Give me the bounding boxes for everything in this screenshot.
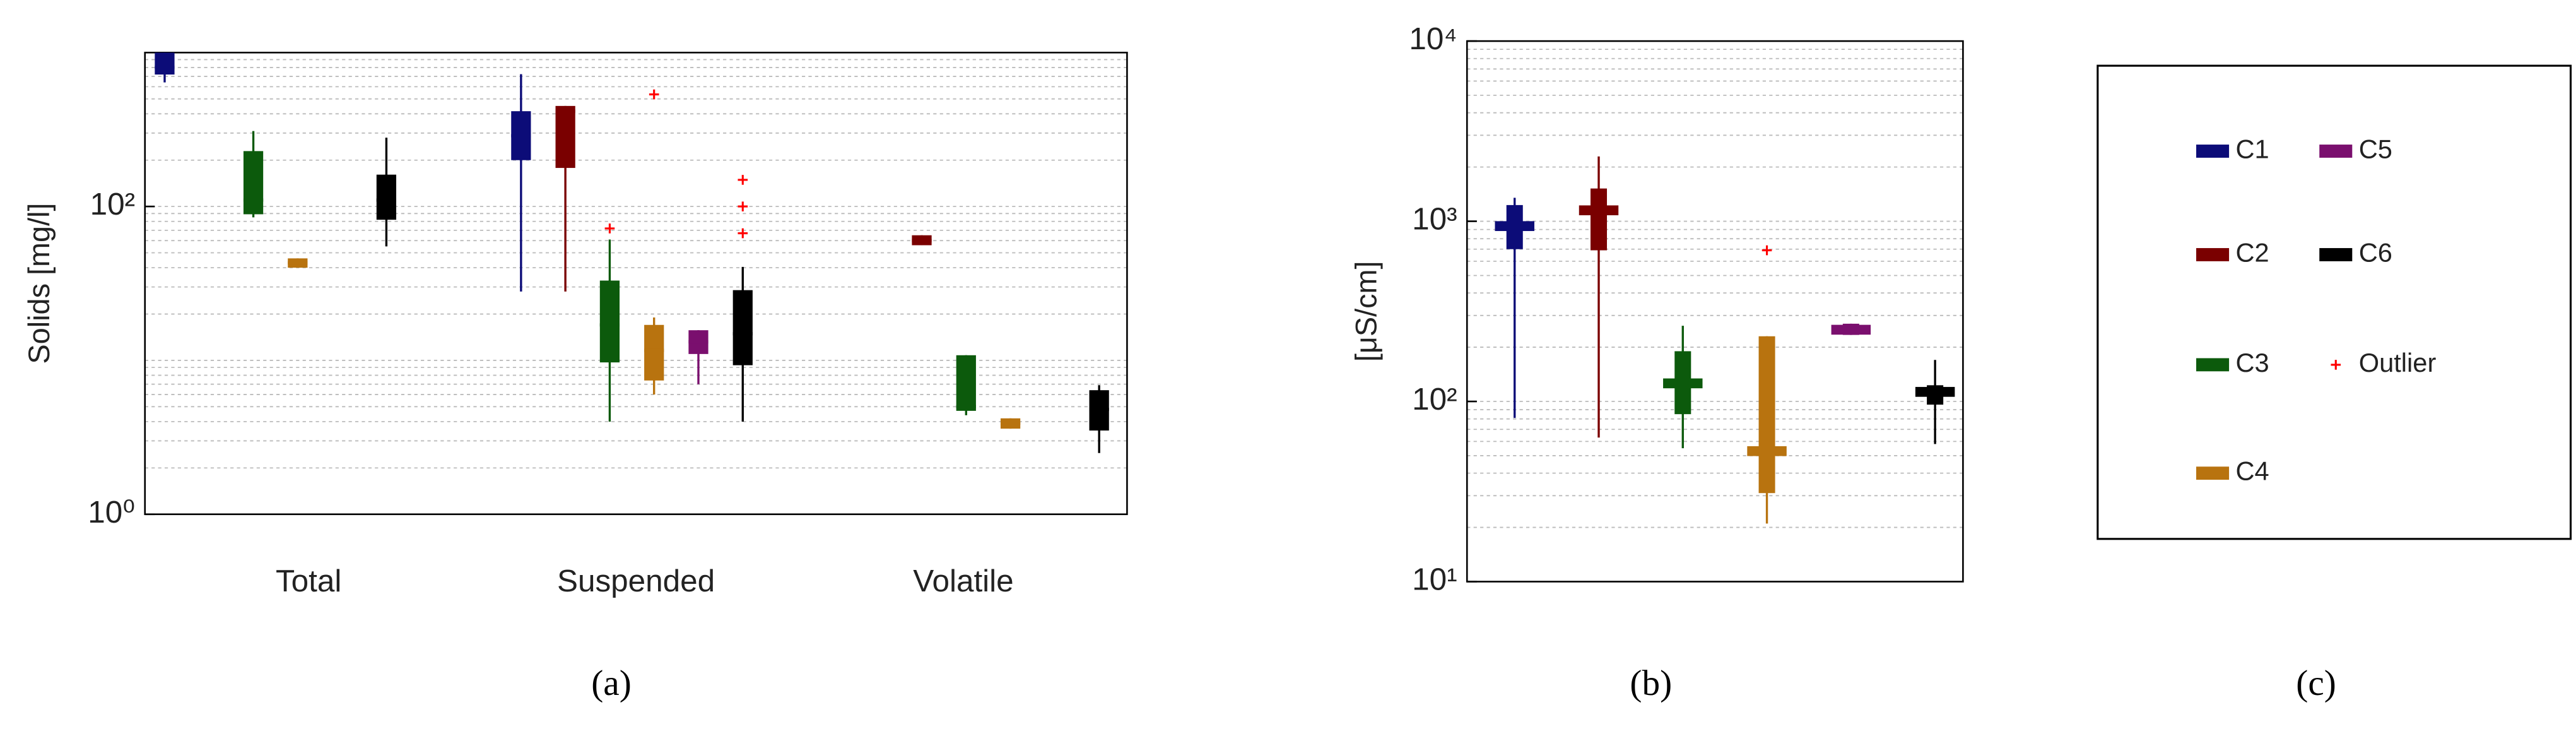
legend-label: C4 [2235, 456, 2269, 486]
legend-swatch [2196, 358, 2230, 372]
median [243, 198, 264, 202]
median [288, 261, 308, 265]
legend-label: C6 [2359, 237, 2392, 267]
median [1579, 205, 1619, 216]
box [732, 290, 753, 365]
legend-label: C2 [2235, 237, 2269, 267]
box [155, 52, 175, 75]
legend-swatch [2196, 248, 2230, 261]
median [732, 332, 753, 336]
median [1915, 387, 1955, 397]
y-tick-label: 10⁰ [88, 495, 135, 530]
median [644, 348, 664, 352]
caption: (c) [2296, 663, 2336, 703]
legend-swatch [2196, 466, 2230, 480]
legend-swatch [2319, 145, 2353, 158]
median [555, 109, 575, 113]
box [1758, 336, 1775, 494]
box [956, 355, 976, 411]
median [599, 323, 620, 327]
legend-swatch [2196, 145, 2230, 158]
legend-swatch [2319, 248, 2353, 261]
box [599, 280, 620, 363]
plot-frame [144, 51, 1128, 516]
y-axis-label: Solids [mg/l] [23, 203, 56, 364]
median [688, 340, 709, 344]
box [1590, 188, 1608, 251]
y-tick-label: 10⁴ [1409, 21, 1457, 56]
y-tick-label: 10² [1412, 382, 1457, 417]
legend-label: C1 [2235, 134, 2269, 163]
median [912, 239, 932, 242]
y-tick-label: 10¹ [1412, 562, 1457, 597]
median [511, 134, 531, 138]
outlier [738, 201, 748, 211]
legend-frame [2097, 64, 2572, 540]
median [155, 66, 175, 69]
median [1000, 422, 1021, 425]
x-tick-label: Suspended [557, 564, 715, 598]
box [644, 324, 664, 381]
median [1747, 446, 1787, 456]
outlier [738, 175, 748, 185]
outlier [649, 89, 659, 100]
caption: (a) [591, 663, 632, 703]
x-tick-label: Total [276, 564, 341, 598]
median [1089, 408, 1109, 412]
outlier [1761, 245, 1772, 256]
legend-outlier-marker [2331, 360, 2341, 370]
legend-label: C3 [2235, 348, 2269, 377]
box [555, 105, 575, 169]
legend-label: Outlier [2359, 348, 2437, 377]
median [1663, 378, 1703, 389]
median [376, 198, 397, 202]
box [243, 151, 264, 215]
outlier [738, 228, 748, 239]
caption: (b) [1630, 663, 1672, 703]
median [1495, 221, 1534, 232]
y-axis-label: [μS/cm] [1350, 261, 1382, 362]
y-tick-label: 10³ [1412, 202, 1457, 237]
x-tick-label: Volatile [913, 564, 1013, 598]
median [1831, 324, 1871, 335]
median [956, 405, 976, 408]
box [376, 174, 397, 220]
y-tick-label: 10² [90, 187, 135, 222]
plot-frame [1466, 40, 1964, 583]
legend-label: C5 [2359, 134, 2392, 163]
outlier [604, 223, 615, 234]
